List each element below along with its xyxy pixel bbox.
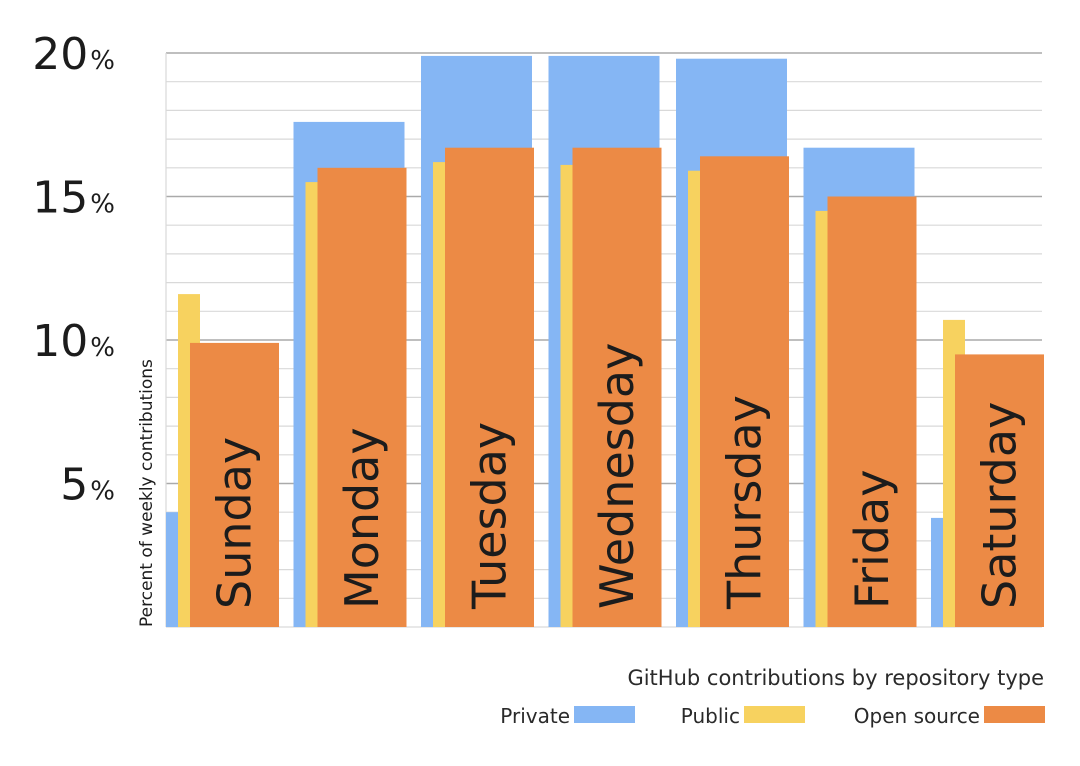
bar-open-source-friday: [827, 196, 917, 627]
category-label-monday: Monday: [335, 427, 389, 609]
bar-open-source-tuesday: [445, 147, 534, 627]
bars: [166, 55, 1044, 628]
category-label-sunday: Sunday: [208, 437, 262, 609]
bar-open-source-wednesday: [572, 147, 662, 627]
y-tick-label-15: 15%: [32, 173, 115, 224]
category-label-saturday: Saturday: [973, 402, 1027, 609]
legend-label-private: Private: [500, 704, 570, 728]
y-axis-ticks: 20% 15% 10% 5%: [32, 29, 115, 511]
legend-label-public: Public: [681, 704, 740, 728]
category-label-friday: Friday: [845, 470, 899, 609]
legend-label-open-source: Open source: [854, 704, 980, 728]
legend-swatch-public: [744, 706, 805, 723]
category-label-tuesday: Tuesday: [463, 422, 517, 610]
y-tick-label-20: 20%: [32, 29, 115, 80]
category-label-wednesday: Wednesday: [590, 343, 644, 609]
legend: GitHub contributions by repository type …: [500, 666, 1045, 728]
bar-open-source-sunday: [190, 342, 279, 627]
y-tick-label-10: 10%: [32, 316, 115, 367]
y-tick-label-5: 5%: [60, 460, 115, 511]
category-labels: Sunday Monday Tuesday Wednesday Thursday Frid…: [208, 343, 1027, 610]
bar-open-source-saturday: [955, 354, 1044, 627]
legend-swatch-open-source: [984, 706, 1045, 723]
legend-title: GitHub contributions by repository type: [627, 666, 1044, 690]
y-axis-label: Percent of weekly contributions: [137, 359, 157, 627]
legend-items: Private Public Open source: [500, 704, 1045, 728]
category-label-thursday: Thursday: [718, 395, 772, 610]
bar-open-source-monday: [317, 167, 407, 628]
legend-swatch-private: [574, 706, 635, 723]
bar-open-source-thursday: [700, 156, 789, 628]
